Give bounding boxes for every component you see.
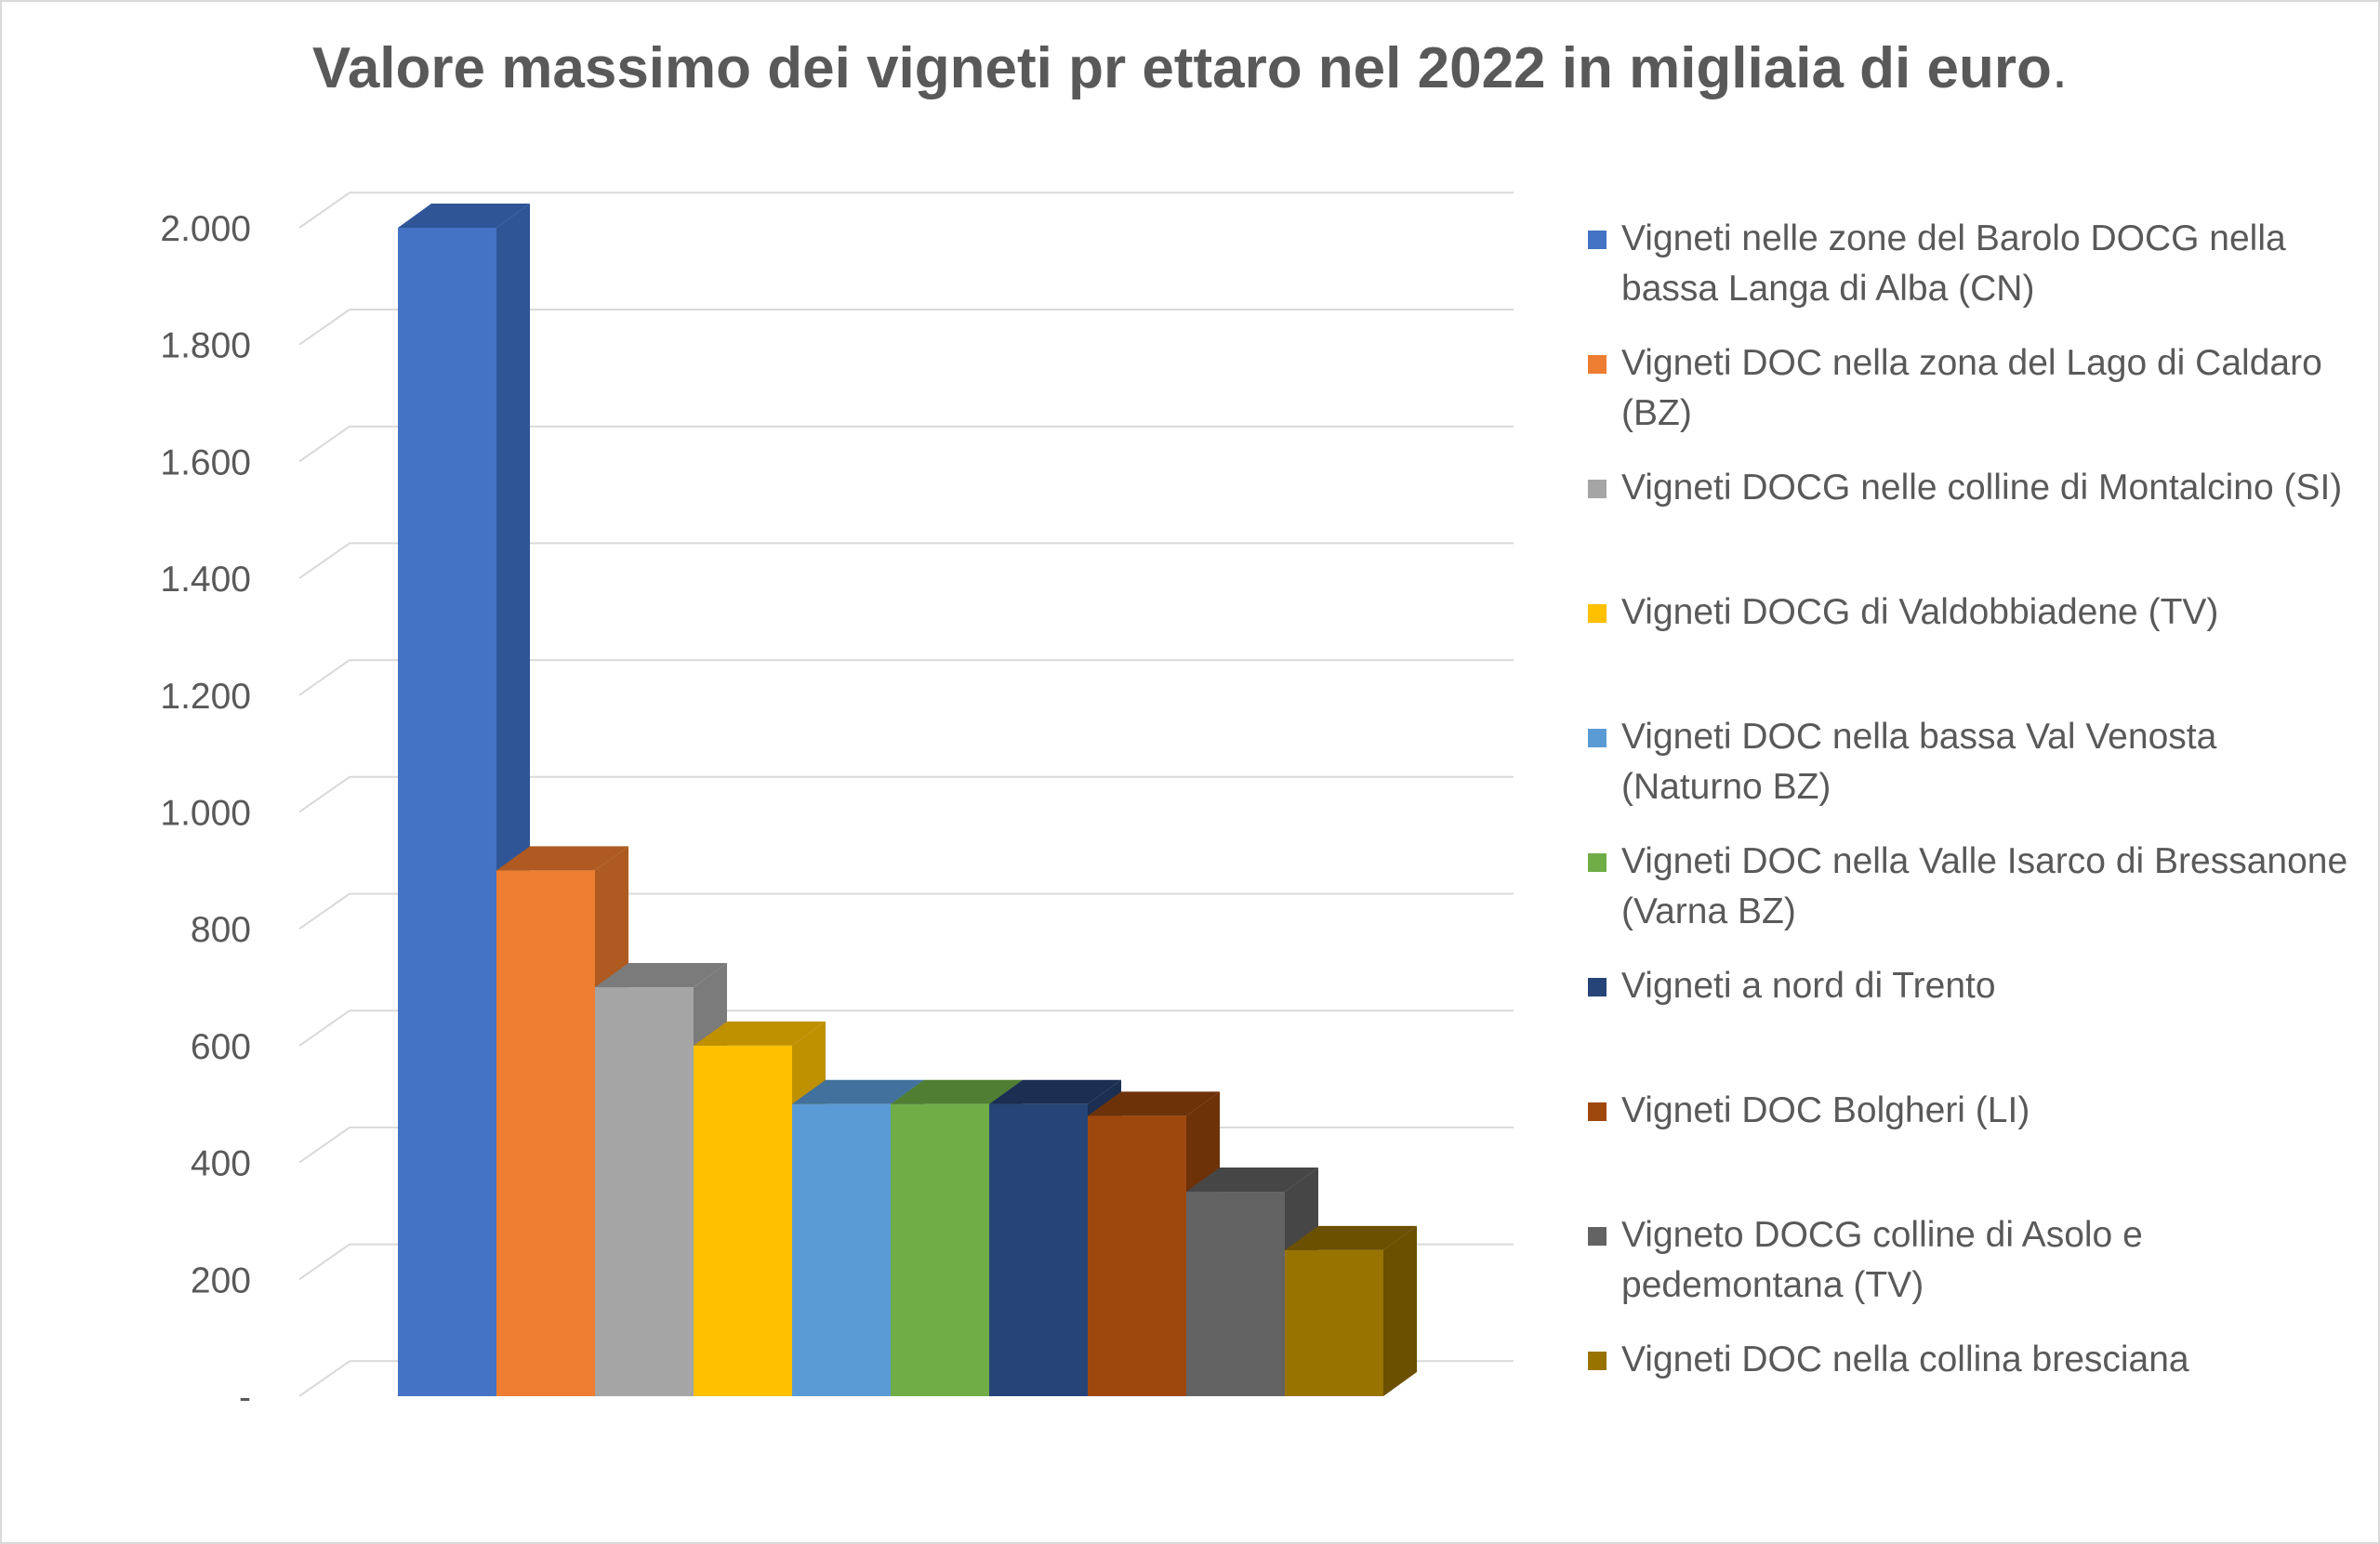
legend-label-4: Vigneti DOC nella bassa Val Venosta (Nat…	[1621, 717, 2217, 807]
y-tick-label-10: 2.000	[160, 209, 251, 249]
legend-item-3: Vigneti DOCG di Valdobbiadene (TV)	[1588, 587, 2350, 638]
y-tick-label-4: 800	[191, 910, 251, 950]
bar-front-6	[989, 1103, 1088, 1396]
chart-title: Valore massimo dei vigneti pr ettaro nel…	[0, 35, 2380, 101]
legend-swatch-4	[1588, 729, 1606, 747]
gridline-side-5	[298, 775, 350, 813]
bar-top-3	[694, 1021, 826, 1046]
bar-side-9	[1383, 1225, 1417, 1396]
bar-top-9	[1285, 1225, 1417, 1250]
gridline-side-4	[298, 892, 350, 930]
y-tick-label-9: 1.800	[160, 326, 251, 366]
bar-front-5	[891, 1103, 989, 1396]
legend-swatch-3	[1588, 604, 1606, 623]
gridline-side-10	[298, 191, 350, 229]
legend-label-3: Vigneti DOCG di Valdobbiadene (TV)	[1621, 592, 2219, 632]
gridline-side-7	[298, 542, 350, 579]
legend-label-9: Vigneti DOC nella collina bresciana	[1621, 1339, 2189, 1379]
gridline-side-0	[298, 1360, 350, 1397]
bar-top-5	[891, 1079, 1023, 1104]
legend-item-8: Vigneto DOCG colline di Asolo e pedemont…	[1588, 1210, 2350, 1311]
legend-swatch-2	[1588, 480, 1606, 498]
y-tick-label-3: 600	[191, 1027, 251, 1067]
legend-item-6: Vigneti a nord di Trento	[1588, 961, 2350, 1011]
legend-label-2: Vigneti DOCG nelle colline di Montalcino…	[1621, 468, 2343, 508]
gridline-side-8	[298, 425, 350, 463]
gridline-side-3	[298, 1010, 350, 1047]
legend-swatch-5	[1588, 853, 1606, 872]
y-tick-label-5: 1.000	[160, 794, 251, 834]
legend-label-7: Vigneti DOC Bolgheri (LI)	[1621, 1090, 2030, 1130]
bar-front-7	[1088, 1115, 1186, 1396]
bar-front-9	[1285, 1249, 1383, 1396]
gridline-side-9	[298, 309, 350, 346]
legend-label-0: Vigneti nelle zone del Barolo DOCG nella…	[1621, 218, 2286, 309]
y-axis-ticks: - 200 400 600 800 1.000 1.200 1.400 1.600 1.800 2.…	[160, 209, 251, 1418]
chart-title-suffix: .	[2051, 36, 2069, 100]
gridline-side-2	[298, 1127, 350, 1164]
bar-front-1	[496, 870, 595, 1396]
bar-front-4	[792, 1103, 891, 1396]
bar-front-8	[1186, 1192, 1285, 1396]
bar-9	[1285, 1225, 1417, 1396]
bar-top-0	[398, 204, 530, 228]
chart-title-text: Valore massimo dei vigneti pr ettaro nel…	[311, 36, 2052, 100]
legend-item-9: Vigneti DOC nella collina bresciana	[1588, 1335, 2350, 1385]
legend-item-0: Vigneti nelle zone del Barolo DOCG nella…	[1588, 214, 2350, 314]
legend-item-7: Vigneti DOC Bolgheri (LI)	[1588, 1086, 2350, 1136]
bar-top-4	[792, 1079, 924, 1104]
gridline-side-6	[298, 659, 350, 696]
bar-top-7	[1088, 1091, 1220, 1116]
legend-item-1: Vigneti DOC nella zona del Lago di Calda…	[1588, 338, 2350, 439]
legend-item-2: Vigneti DOCG nelle colline di Montalcino…	[1588, 463, 2350, 513]
bar-top-2	[595, 963, 727, 988]
legend-item-5: Vigneti DOC nella Valle Isarco di Bressa…	[1588, 837, 2350, 937]
bar-top-1	[496, 846, 628, 871]
y-tick-label-8: 1.600	[160, 442, 251, 482]
legend-label-5: Vigneti DOC nella Valle Isarco di Bressa…	[1621, 841, 2348, 931]
y-tick-label-6: 1.200	[160, 677, 251, 717]
legend-swatch-9	[1588, 1352, 1606, 1370]
legend-label-1: Vigneti DOC nella zona del Lago di Calda…	[1621, 343, 2322, 433]
y-tick-label-7: 1.400	[160, 560, 251, 600]
bar-front-3	[694, 1045, 792, 1396]
y-tick-label-0: -	[239, 1378, 251, 1418]
legend-swatch-7	[1588, 1102, 1606, 1121]
gridline-side-1	[298, 1243, 350, 1281]
legend-swatch-8	[1588, 1227, 1606, 1246]
bar-front-0	[398, 228, 496, 1396]
bars	[398, 204, 1417, 1396]
bar-top-6	[989, 1079, 1121, 1104]
legend-label-8: Vigneto DOCG colline di Asolo e pedemont…	[1621, 1215, 2143, 1305]
legend-swatch-0	[1588, 231, 1606, 249]
legend-item-4: Vigneti DOC nella bassa Val Venosta (Nat…	[1588, 712, 2350, 812]
y-tick-label-2: 400	[191, 1144, 251, 1184]
legend-label-6: Vigneti a nord di Trento	[1621, 966, 1996, 1006]
legend-swatch-1	[1588, 355, 1606, 374]
y-tick-label-1: 200	[191, 1260, 251, 1300]
legend-swatch-6	[1588, 978, 1606, 996]
bar-front-2	[595, 987, 694, 1396]
bar-top-8	[1186, 1168, 1318, 1193]
